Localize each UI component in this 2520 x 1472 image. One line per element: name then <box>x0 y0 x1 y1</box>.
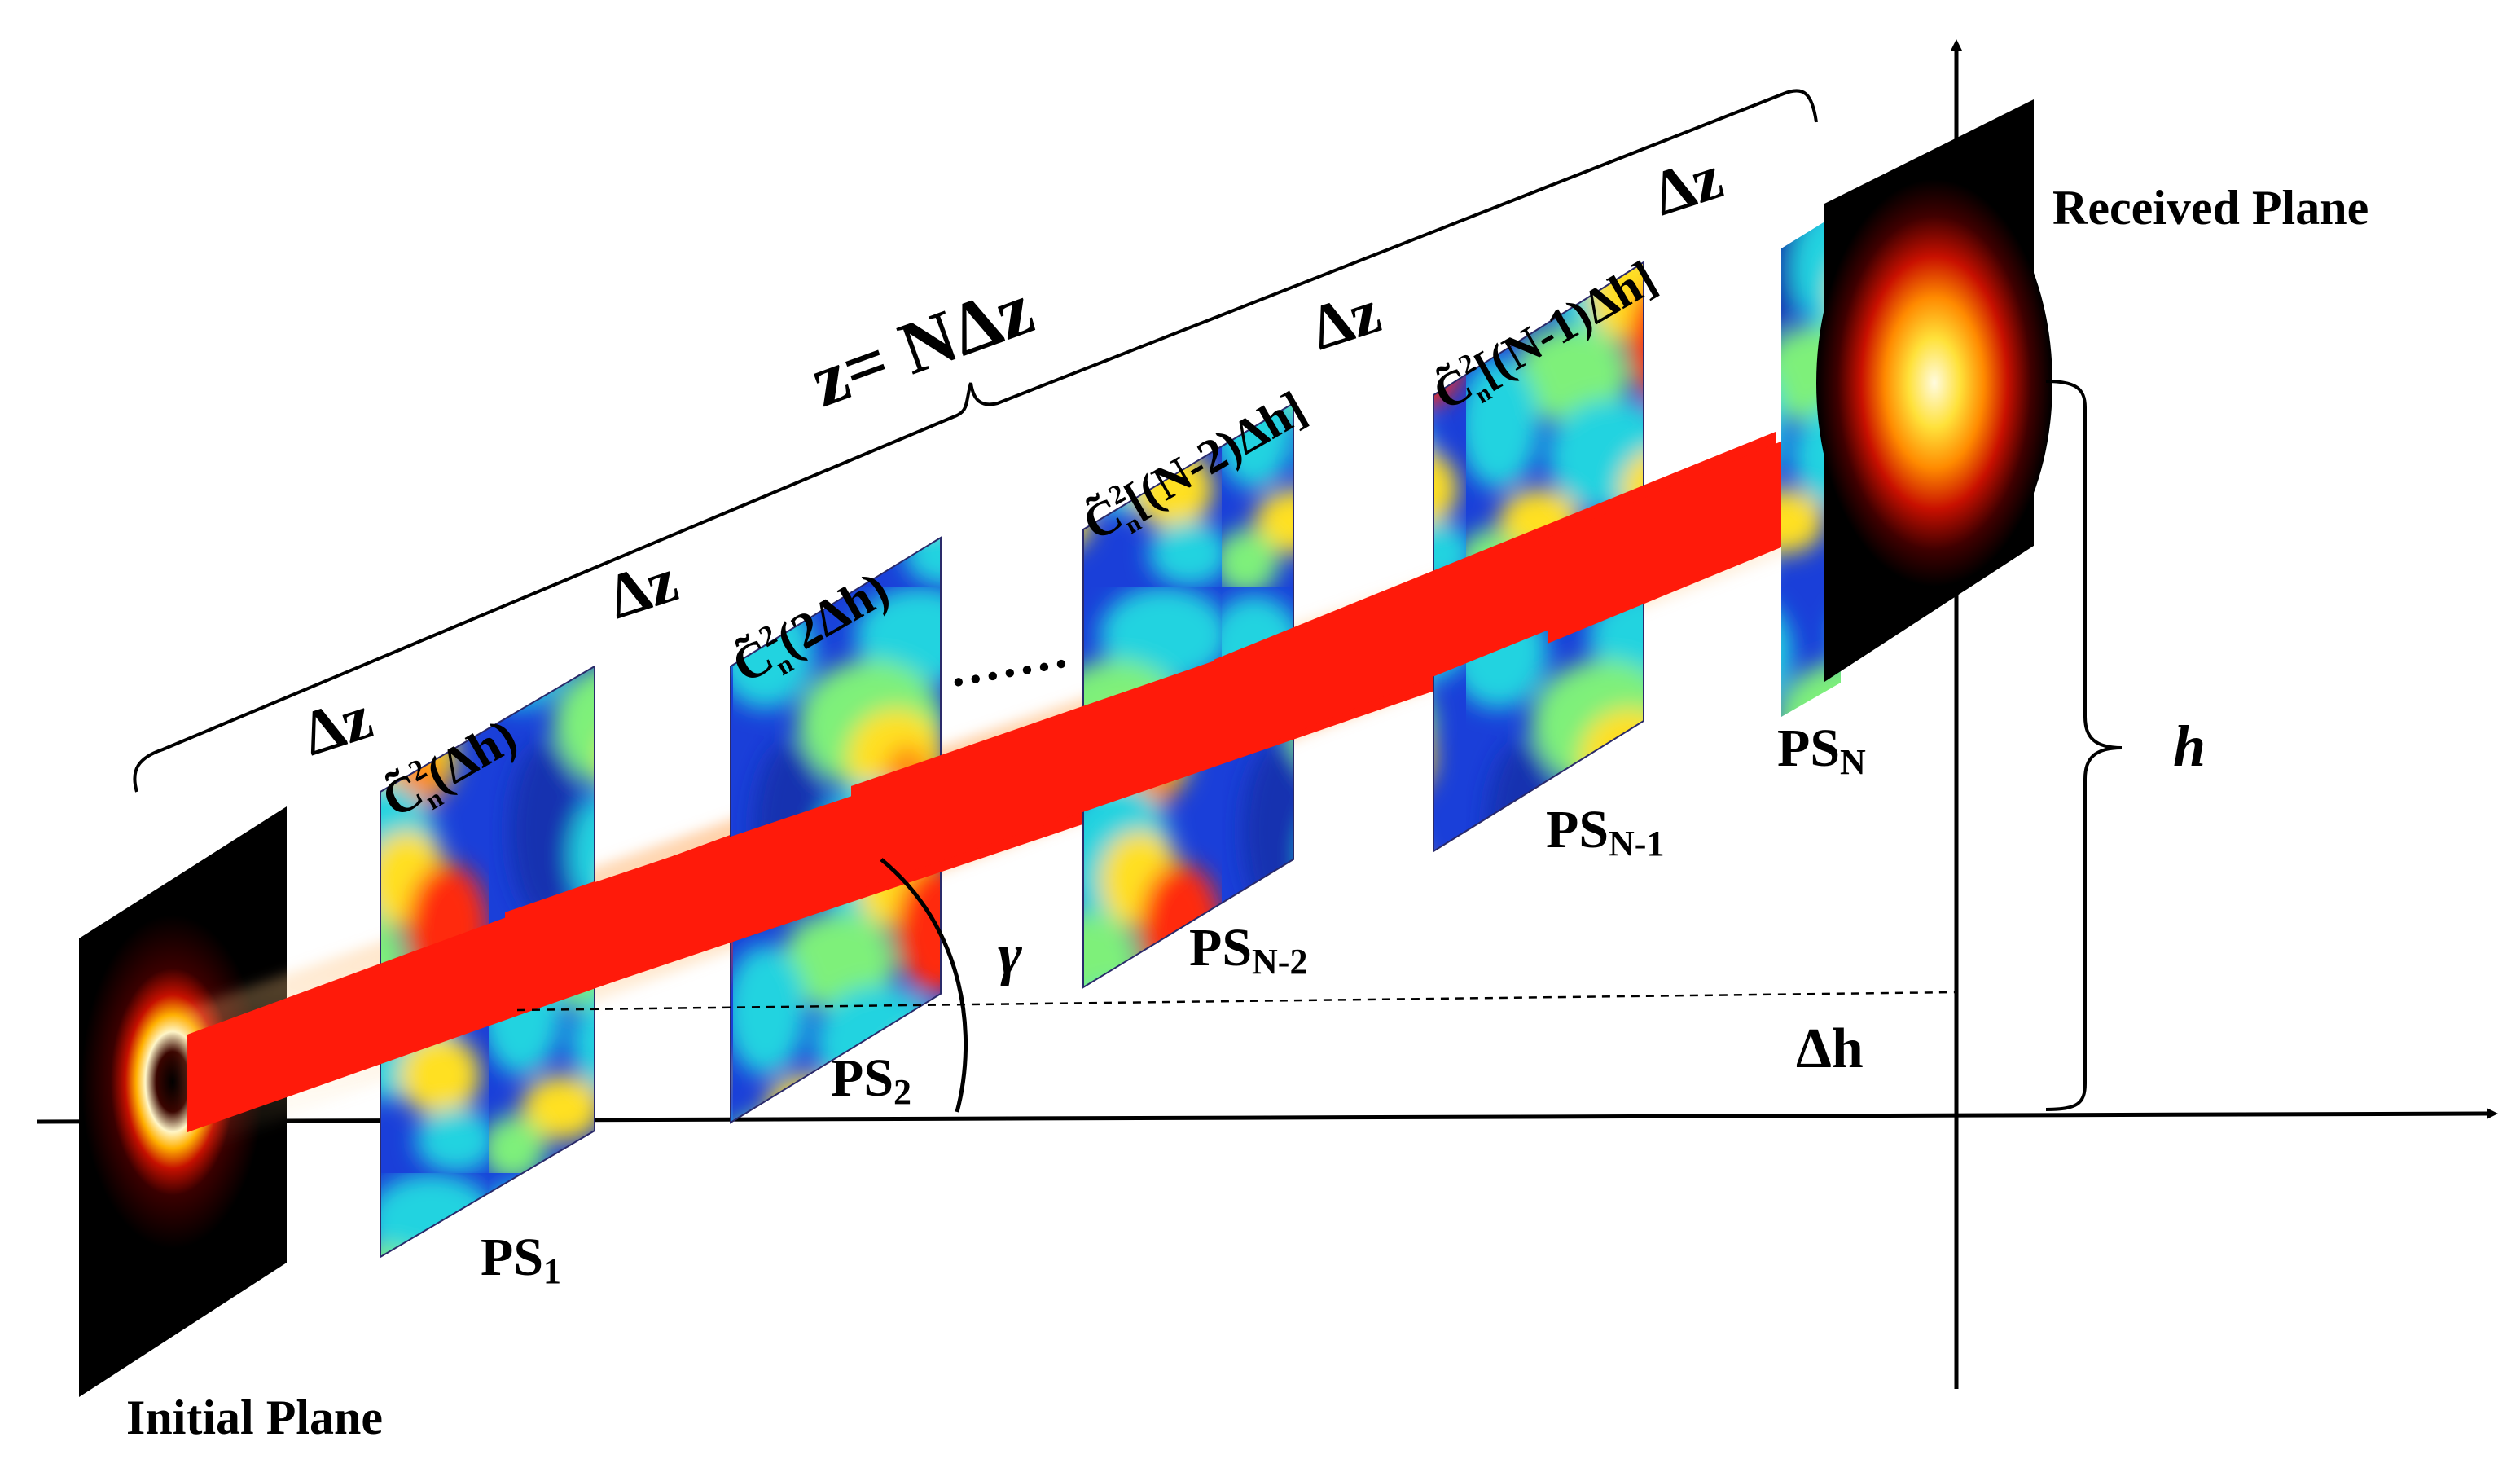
ps-label-n-2: PSN-2 <box>1189 918 1307 982</box>
height-label: h <box>2173 714 2206 779</box>
ellipsis: ······· <box>945 634 1074 712</box>
delta-z-label-4: Δz <box>1644 141 1730 230</box>
ps-label-2: PS2 <box>831 1048 911 1112</box>
distance-brace <box>133 89 1818 793</box>
beam-segment-5 <box>1548 424 1824 644</box>
initial-plane-label: Initial Plane <box>126 1391 383 1444</box>
delta-z-label-3: Δz <box>1302 275 1388 364</box>
ps-label-n: PSN <box>1777 718 1866 782</box>
delta-z-label-1: Δz <box>293 681 380 770</box>
reference-height-line <box>516 991 1956 1012</box>
received-plane-label: Received Plane <box>2052 181 2369 235</box>
delta-z-label-2: Δz <box>599 544 685 633</box>
ps-label-1: PS1 <box>481 1228 561 1291</box>
beam-segment-1-front <box>505 881 595 1018</box>
ps-label-n-1: PSN-1 <box>1546 800 1664 863</box>
delta-h-label: Δh <box>1796 1017 1864 1080</box>
angle-label: γ <box>998 921 1022 986</box>
height-brace <box>2045 380 2123 1111</box>
received-plane <box>1816 99 2052 682</box>
angle-arc <box>880 858 968 1113</box>
